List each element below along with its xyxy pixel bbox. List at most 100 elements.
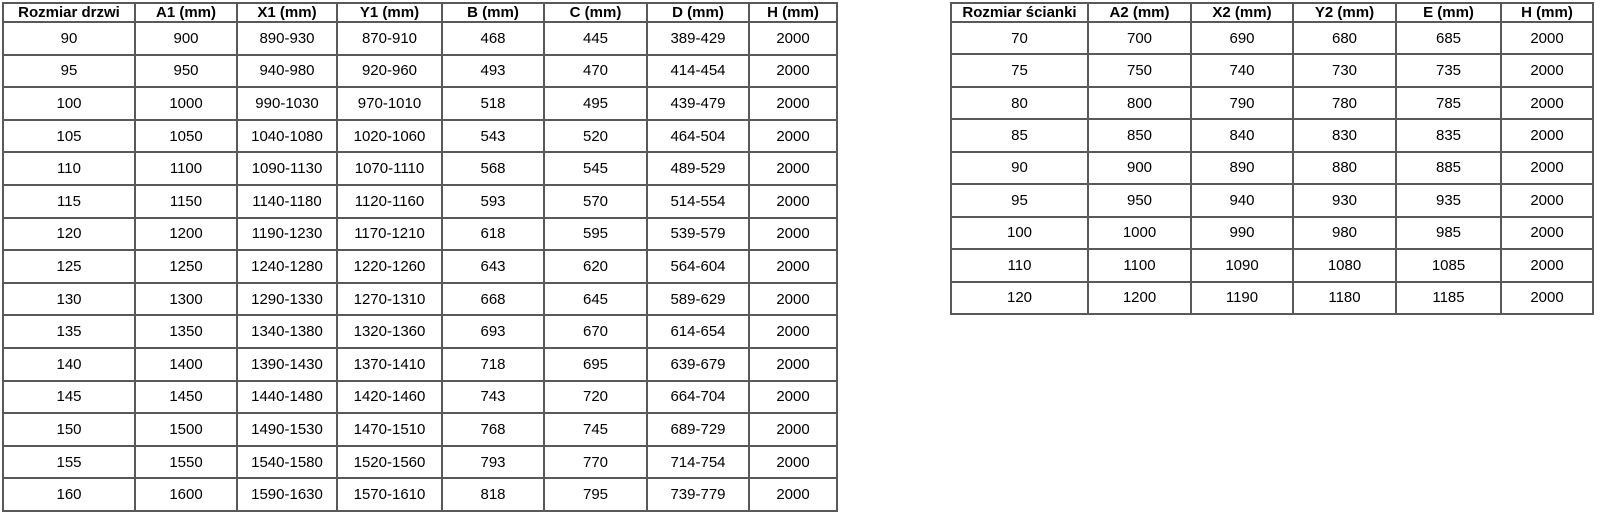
table-cell: 1000 <box>134 86 238 121</box>
table-cell: 2000 <box>748 151 838 186</box>
table-cell: 414-454 <box>646 53 750 89</box>
table-row: 110 1100 1090 1080 1085 2000 <box>950 248 1594 283</box>
table-cell: 130 <box>2 281 136 317</box>
column-header: C (mm) <box>543 2 648 23</box>
table-cell: 1250 <box>134 249 238 284</box>
table-row: 160 1600 1590-1630 1570-1610 818 795 739-779 20… <box>2 477 838 512</box>
table-cell: 935 <box>1395 183 1502 218</box>
table-cell: 695 <box>543 346 648 382</box>
table-row: 95 950 940-980 920-960 493 470 414-454 2000 <box>2 53 838 89</box>
table-cell: 85 <box>950 118 1089 153</box>
table-cell: 2000 <box>748 314 838 349</box>
table-cell: 95 <box>950 183 1089 218</box>
table-cell: 389-429 <box>646 21 750 56</box>
table-cell: 740 <box>1190 53 1294 88</box>
table-cell: 1590-1630 <box>236 477 338 512</box>
table-cell: 880 <box>1292 150 1397 186</box>
table-cell: 568 <box>441 151 545 186</box>
table-row: 90 900 890-930 870-910 468 445 389-429 2000 <box>2 21 838 56</box>
table-cell: 1150 <box>134 183 238 219</box>
table-cell: 2000 <box>1500 85 1594 121</box>
table-cell: 1350 <box>134 314 238 349</box>
table-cell: 2000 <box>748 86 838 121</box>
table-cell: 890 <box>1190 150 1294 186</box>
table-cell: 1080 <box>1292 248 1397 283</box>
table-cell: 1370-1410 <box>336 346 443 382</box>
table-cell: 1540-1580 <box>236 444 338 480</box>
table-cell: 120 <box>2 216 136 252</box>
table-cell: 1140-1180 <box>236 183 338 219</box>
table-cell: 564-604 <box>646 249 750 284</box>
table-cell: 614-654 <box>646 314 750 349</box>
table-cell: 664-704 <box>646 379 750 415</box>
table-row: 155 1550 1540-1580 1520-1560 793 770 714-754 20… <box>2 444 838 480</box>
column-header: A2 (mm) <box>1087 2 1192 23</box>
table-cell: 95 <box>2 53 136 89</box>
table-cell: 714-754 <box>646 444 750 480</box>
table-cell: 1600 <box>134 477 238 512</box>
table-cell: 1170-1210 <box>336 216 443 252</box>
table-row: 75 750 740 730 735 2000 <box>950 53 1594 88</box>
table-cell: 495 <box>543 86 648 121</box>
table-cell: 1085 <box>1395 248 1502 283</box>
table-cell: 140 <box>2 346 136 382</box>
table-cell: 2000 <box>748 118 838 154</box>
table-cell: 115 <box>2 183 136 219</box>
table-row: 135 1350 1340-1380 1320-1360 693 670 614-654 20… <box>2 314 838 349</box>
table-cell: 700 <box>1087 20 1192 56</box>
table-cell: 685 <box>1395 20 1502 56</box>
table-cell: 120 <box>950 280 1089 315</box>
table-cell: 1340-1380 <box>236 314 338 349</box>
table-cell: 693 <box>441 314 545 349</box>
table-cell: 940 <box>1190 183 1294 218</box>
table-cell: 439-479 <box>646 86 750 121</box>
table-cell: 100 <box>950 215 1089 251</box>
table-cell: 520 <box>543 118 648 154</box>
column-header: Rozmiar drzwi <box>2 2 136 23</box>
table-cell: 2000 <box>748 477 838 512</box>
table-cell: 2000 <box>1500 215 1594 251</box>
table-cell: 1240-1280 <box>236 249 338 284</box>
table-cell: 1040-1080 <box>236 118 338 154</box>
table-cell: 2000 <box>748 53 838 89</box>
table-cell: 445 <box>543 21 648 56</box>
table-cell: 570 <box>543 183 648 219</box>
column-header: X2 (mm) <box>1190 2 1294 23</box>
table-cell: 835 <box>1395 118 1502 153</box>
table-cell: 543 <box>441 118 545 154</box>
table-cell: 2000 <box>1500 280 1594 315</box>
table-cell: 785 <box>1395 85 1502 121</box>
table-row: 70 700 690 680 685 2000 <box>950 20 1594 56</box>
table-cell: 2000 <box>748 346 838 382</box>
table-cell: 595 <box>543 216 648 252</box>
table-cell: 1470-1510 <box>336 412 443 447</box>
table-cell: 2000 <box>748 183 838 219</box>
table-cell: 100 <box>2 86 136 121</box>
table-cell: 1020-1060 <box>336 118 443 154</box>
table-cell: 1100 <box>1087 248 1192 283</box>
table-cell: 920-960 <box>336 53 443 89</box>
table-cell: 850 <box>1087 118 1192 153</box>
table-cell: 110 <box>950 248 1089 283</box>
table-cell: 639-679 <box>646 346 750 382</box>
table-row: 120 1200 1190 1180 1185 2000 <box>950 280 1594 315</box>
table-row: 85 850 840 830 835 2000 <box>950 118 1594 153</box>
table-cell: 80 <box>950 85 1089 121</box>
table-cell: 735 <box>1395 53 1502 88</box>
table-cell: 1450 <box>134 379 238 415</box>
door-dimensions-table: Rozmiar drzwi A1 (mm) X1 (mm) Y1 (mm) B (mm)… <box>2 2 838 512</box>
table-cell: 1200 <box>134 216 238 252</box>
table-cell: 90 <box>950 150 1089 186</box>
table-cell: 830 <box>1292 118 1397 153</box>
table-cell: 793 <box>441 444 545 480</box>
table-cell: 155 <box>2 444 136 480</box>
table-cell: 464-504 <box>646 118 750 154</box>
table-cell: 890-930 <box>236 21 338 56</box>
table-cell: 1180 <box>1292 280 1397 315</box>
table-cell: 2000 <box>748 249 838 284</box>
table-cell: 1190-1230 <box>236 216 338 252</box>
table-row: 145 1450 1440-1480 1420-1460 743 720 664-704 20… <box>2 379 838 415</box>
table-cell: 145 <box>2 379 136 415</box>
table-cell: 2000 <box>748 444 838 480</box>
table-cell: 689-729 <box>646 412 750 447</box>
